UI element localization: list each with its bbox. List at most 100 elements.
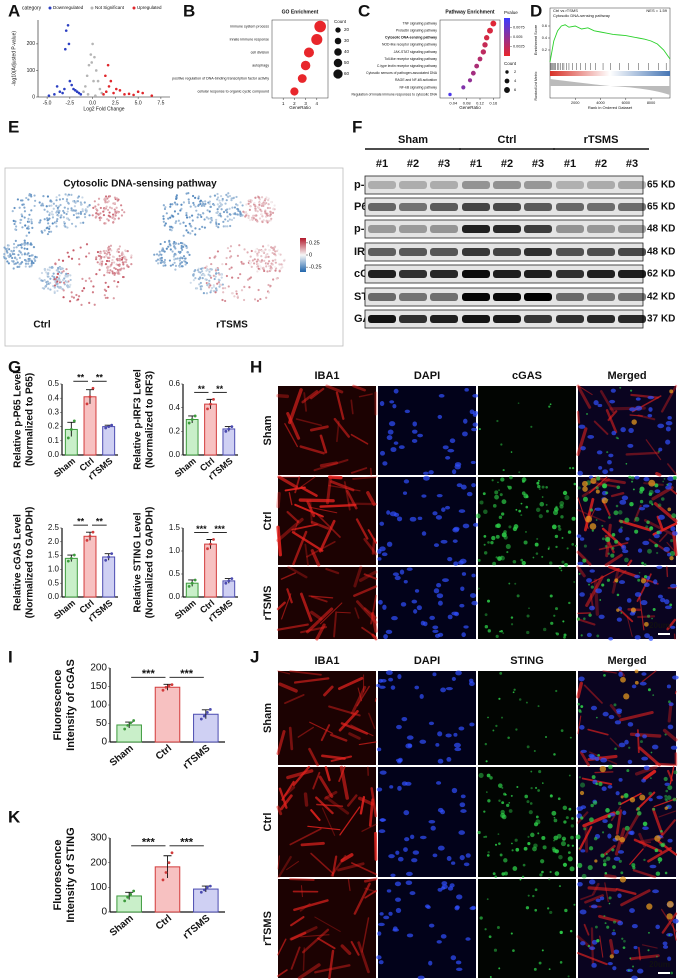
- tsne-cell: [107, 219, 110, 222]
- micrograph: [378, 386, 479, 475]
- micrograph-texture: [653, 579, 658, 585]
- micrograph-texture: [440, 687, 446, 693]
- micrograph-texture: [667, 769, 674, 782]
- micrograph-texture: [670, 971, 674, 975]
- micrograph-texture: [629, 414, 643, 417]
- tsne-cell: [182, 234, 185, 237]
- micrograph-texture: [358, 393, 373, 398]
- size-legend-dot: [504, 78, 510, 84]
- tsne-cell: [267, 255, 270, 258]
- micrograph-texture: [406, 933, 414, 938]
- micrograph-texture: [594, 507, 602, 511]
- micrograph-texture: [580, 941, 586, 946]
- micrograph-texture: [595, 898, 601, 903]
- tsne-cell: [47, 275, 50, 278]
- micrograph-texture: [646, 520, 650, 524]
- micrograph-texture: [489, 976, 492, 978]
- tsne-cell: [62, 220, 66, 224]
- tsne-cell: [225, 193, 228, 196]
- tsne-cell: [22, 203, 25, 206]
- y-tick-label: 0.0: [48, 450, 60, 459]
- tsne-cell: [164, 222, 167, 225]
- micrograph-texture: [580, 749, 587, 754]
- micrograph-texture: [469, 722, 475, 727]
- tsne-cell: [23, 243, 26, 247]
- micrograph-texture: [539, 873, 543, 877]
- micrograph-texture: [399, 569, 405, 575]
- micrograph-texture: [632, 488, 635, 491]
- micrograph-texture: [487, 629, 491, 633]
- micrograph-texture: [578, 776, 582, 779]
- micrograph-texture: [583, 923, 590, 936]
- micrograph-texture: [667, 700, 671, 704]
- tsne-cell: [61, 197, 65, 201]
- micrograph-texture: [377, 931, 382, 936]
- tsne-cell: [185, 261, 189, 265]
- tsne-cell: [70, 291, 73, 294]
- volcano-point: [67, 42, 71, 46]
- micrograph-texture: [291, 531, 324, 552]
- tsne-cell: [113, 272, 117, 275]
- micrograph-texture: [656, 565, 663, 569]
- tsne-cell: [192, 201, 195, 205]
- data-point: [88, 534, 92, 538]
- micrograph: [478, 386, 576, 475]
- tsne-cell: [20, 218, 23, 222]
- scale-bar-label: 20um: [649, 621, 670, 630]
- tsne-cell: [230, 199, 233, 202]
- tsne-cell: [66, 194, 69, 197]
- tsne-cell: [56, 280, 59, 283]
- micrograph-texture: [277, 855, 280, 870]
- micrograph-texture: [479, 500, 484, 505]
- micrograph-texture: [649, 526, 653, 529]
- micrograph-texture: [395, 850, 400, 855]
- micrograph-texture: [571, 543, 575, 546]
- micrograph-texture: [660, 384, 678, 413]
- tsne-cell: [192, 279, 195, 282]
- micrograph-texture: [667, 785, 673, 791]
- micrograph-texture: [626, 769, 630, 773]
- tsne-cell: [179, 256, 182, 259]
- micrograph-texture: [317, 937, 336, 950]
- tsne-cell: [201, 200, 204, 204]
- micrograph-texture: [568, 467, 572, 470]
- micrograph-texture: [487, 799, 491, 803]
- tsne-cell: [57, 214, 60, 217]
- channel-label: Merged: [607, 655, 646, 667]
- micrograph-texture: [578, 424, 586, 429]
- micrograph-texture: [361, 917, 370, 953]
- y-tick-label: 0.0: [169, 592, 181, 601]
- data-point: [66, 559, 70, 563]
- micrograph-texture: [469, 409, 475, 415]
- micrograph-texture: [560, 515, 564, 519]
- micrograph-texture: [591, 529, 594, 532]
- micrograph-texture: [319, 602, 343, 625]
- blot-band: [462, 293, 490, 301]
- micrograph-texture: [498, 697, 501, 700]
- tsne-cell: [226, 219, 230, 223]
- channel-label: IBA1: [314, 655, 339, 667]
- y-axis-label: Relative p-P65 Level: [13, 371, 24, 468]
- micrograph-texture: [389, 511, 397, 517]
- term-label: Toll-like receptor signaling pathway: [384, 57, 437, 61]
- tsne-cell: [255, 260, 259, 263]
- tsne-cell: [222, 225, 225, 228]
- lane-label: #2: [595, 158, 607, 170]
- micrograph-texture: [508, 801, 511, 804]
- micrograph-texture: [471, 600, 478, 606]
- micrograph-texture: [621, 544, 627, 551]
- micrograph-texture: [518, 471, 521, 474]
- micrograph-texture: [475, 513, 481, 519]
- tsne-cell: [264, 256, 267, 259]
- blot-band: [399, 270, 427, 278]
- micrograph-texture: [382, 604, 387, 610]
- micrograph-texture: [503, 871, 508, 876]
- y-axis-label: Relative cGAS Level: [13, 514, 24, 611]
- micrograph-texture: [650, 751, 653, 754]
- tsne-cell: [20, 246, 23, 249]
- panel-label: J: [250, 647, 259, 666]
- micrograph-texture: [490, 540, 494, 545]
- y-tick-label: 0.2: [169, 426, 181, 435]
- tsne-cell: [256, 252, 259, 255]
- tsne-cell: [215, 267, 218, 270]
